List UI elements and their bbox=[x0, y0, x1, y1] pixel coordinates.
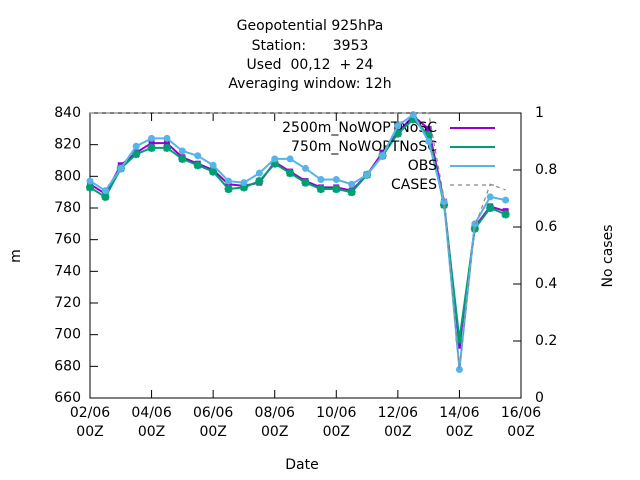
marker bbox=[148, 140, 155, 147]
marker bbox=[424, 131, 433, 140]
marker bbox=[117, 164, 125, 172]
y2-tick-label: 0.4 bbox=[535, 276, 557, 292]
marker bbox=[501, 210, 510, 219]
marker bbox=[86, 177, 94, 185]
marker bbox=[255, 169, 263, 177]
x-axis-label: Date bbox=[285, 457, 318, 473]
x-tick-label: 14/06 00Z bbox=[439, 405, 479, 440]
y2-tick-label: 0.2 bbox=[535, 333, 557, 349]
marker bbox=[86, 183, 94, 192]
marker bbox=[271, 155, 279, 163]
series-line bbox=[89, 114, 506, 346]
marker bbox=[455, 335, 464, 344]
marker bbox=[270, 159, 279, 168]
marker bbox=[194, 152, 202, 160]
marker bbox=[163, 140, 170, 147]
marker bbox=[224, 185, 233, 193]
y-tick-label: 780 bbox=[54, 200, 81, 216]
y2-axis-label: No cases bbox=[600, 225, 616, 288]
marker bbox=[332, 176, 340, 183]
series-line bbox=[89, 113, 506, 370]
marker bbox=[332, 185, 341, 193]
legend-label: CASES bbox=[391, 177, 437, 193]
marker bbox=[209, 167, 218, 176]
marker bbox=[409, 115, 418, 124]
marker bbox=[363, 171, 371, 179]
marker bbox=[163, 134, 171, 142]
y2-tick-label: 0 bbox=[535, 390, 544, 406]
y-tick-label: 840 bbox=[54, 105, 81, 121]
x-tick-label: 10/06 00Z bbox=[316, 405, 356, 440]
y-tick-label: 680 bbox=[54, 358, 81, 374]
marker bbox=[255, 177, 264, 186]
x-tick-label: 06/06 00Z bbox=[193, 405, 233, 440]
x-tick-label: 02/06 00Z bbox=[70, 405, 110, 440]
marker bbox=[394, 122, 402, 130]
x-tick-label: 04/06 00Z bbox=[131, 405, 171, 440]
legend-label: OBS bbox=[408, 158, 437, 174]
marker bbox=[240, 179, 248, 187]
y-tick-label: 740 bbox=[54, 263, 81, 279]
y-tick-label: 820 bbox=[54, 137, 81, 153]
marker bbox=[148, 134, 156, 142]
marker bbox=[456, 342, 463, 349]
y-tick-label: 800 bbox=[54, 168, 81, 184]
marker bbox=[178, 147, 186, 155]
marker bbox=[132, 142, 140, 150]
marker bbox=[347, 188, 356, 197]
marker bbox=[455, 366, 463, 373]
y2-tick-label: 0.6 bbox=[535, 219, 557, 235]
y-tick-label: 660 bbox=[54, 390, 81, 406]
y-tick-label: 720 bbox=[54, 295, 81, 311]
y-tick-label: 700 bbox=[54, 327, 81, 343]
chart-title: Geopotential 925hPa bbox=[237, 18, 384, 34]
chart-title: Used 00,12 + 24 bbox=[247, 57, 374, 73]
marker bbox=[225, 177, 233, 185]
marker bbox=[316, 185, 325, 193]
marker bbox=[101, 192, 110, 201]
marker bbox=[425, 125, 432, 132]
marker bbox=[486, 204, 495, 212]
marker bbox=[440, 198, 448, 206]
marker bbox=[486, 193, 494, 201]
x-tick-label: 12/06 00Z bbox=[378, 405, 418, 440]
x-tick-label: 08/06 00Z bbox=[255, 405, 295, 440]
marker bbox=[348, 180, 356, 188]
chart-title: Station: 3953 bbox=[252, 38, 369, 54]
marker bbox=[302, 164, 309, 172]
marker bbox=[162, 143, 171, 152]
marker bbox=[132, 150, 141, 159]
marker bbox=[101, 187, 109, 195]
marker bbox=[209, 161, 217, 169]
plot-border bbox=[89, 112, 522, 399]
marker bbox=[301, 178, 310, 187]
marker bbox=[147, 143, 156, 152]
marker bbox=[378, 152, 386, 160]
legend-label: 750m_NoWOPTNoSC bbox=[291, 139, 437, 155]
y2-tick-label: 0.8 bbox=[535, 162, 557, 178]
y-tick-label: 760 bbox=[54, 232, 81, 248]
marker bbox=[502, 196, 510, 204]
marker bbox=[193, 161, 202, 170]
marker bbox=[178, 154, 187, 163]
marker bbox=[409, 111, 417, 119]
x-tick-label: 16/06 00Z bbox=[501, 405, 541, 440]
marker bbox=[317, 176, 325, 183]
marker bbox=[286, 169, 295, 178]
marker bbox=[239, 183, 248, 192]
y2-tick-label: 1 bbox=[535, 105, 544, 121]
chart-title: Averaging window: 12h bbox=[228, 76, 391, 92]
marker bbox=[393, 129, 402, 138]
marker bbox=[425, 138, 433, 145]
y-axis-label: m bbox=[8, 249, 24, 263]
marker bbox=[286, 155, 294, 163]
